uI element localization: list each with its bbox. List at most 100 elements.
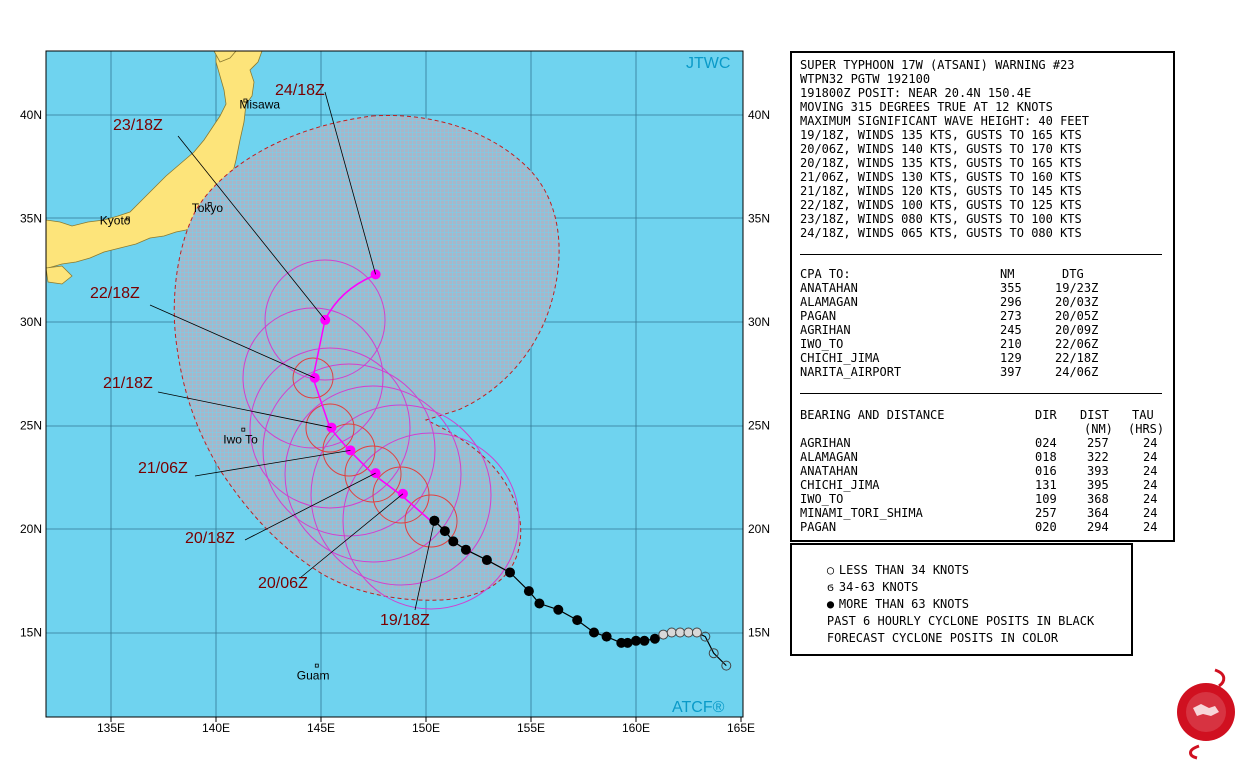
bearing-row: PAGAN 020 294 24 <box>800 520 1170 534</box>
past-posit-storm <box>666 627 677 638</box>
jtwc-label: JTWC <box>686 55 730 72</box>
bearing-cell-place: IWO_TO <box>800 492 844 506</box>
past-posit-typhoon <box>553 604 564 615</box>
place-labels: Misawa Tokyo Kyoto Iwo To Guam <box>100 98 330 683</box>
cpa-cell-dtg: 19/23Z <box>1055 281 1099 295</box>
cpa-cell-dtg: 22/18Z <box>1055 351 1099 365</box>
open-circle-icon: ○ <box>826 563 835 577</box>
map-frame <box>45 50 744 718</box>
forecast-time-label: 21/06Z <box>138 460 188 477</box>
place-marker <box>125 216 130 221</box>
latitude-ticks: 40N 40N 35N 35N 30N 30N 25N 25N 20N 20N 15N 15N <box>20 108 770 640</box>
lon-tick-label: 155E <box>517 721 545 735</box>
bearing-cell-dist: 294 <box>1087 520 1109 534</box>
bearing-cell-dist: 368 <box>1087 492 1109 506</box>
cpa-header-row: CPA TO: NM DTG <box>800 267 1170 281</box>
bearing-cell-dist: 395 <box>1087 478 1109 492</box>
legend-text-forecast: FORECAST CYCLONE POSITS IN COLOR <box>826 631 1059 645</box>
place-label: Kyoto <box>100 214 131 228</box>
bearing-cell-dir: 020 <box>1035 520 1057 534</box>
warning-line: 20/06Z, WINDS 140 KTS, GUSTS TO 170 KTS <box>800 142 1082 156</box>
label-leader-line <box>324 91 376 275</box>
lat-tick-label-left: 15N <box>20 626 42 640</box>
cpa-cell-nm: 296 <box>1000 295 1022 309</box>
bearing-cell-dist: 393 <box>1087 464 1109 478</box>
legend-text-gt63: MORE THAN 63 KNOTS <box>838 597 969 611</box>
past-posit-typhoon <box>572 615 583 626</box>
tropical-storm-icon: ϭ <box>826 580 835 594</box>
warning-line: MAXIMUM SIGNIFICANT WAVE HEIGHT: 40 FEET <box>800 114 1089 128</box>
legend-row-forecast: FORECAST CYCLONE POSITS IN COLOR <box>798 617 1058 645</box>
bearing-cell-place: CHICHI_JIMA <box>800 478 880 492</box>
bearing-header-row: BEARING AND DISTANCE DIR DIST TAU <box>800 408 1170 422</box>
jtwc-seal-logo <box>1177 668 1235 760</box>
past-posit-typhoon <box>481 555 492 566</box>
bearing-cell-dir: 131 <box>1035 478 1057 492</box>
bearing-cell-place: ANATAHAN <box>800 464 858 478</box>
bearing-sub-tau: (HRS) <box>1128 422 1165 436</box>
forecast-time-label: 20/06Z <box>258 575 308 592</box>
past-posit-depression <box>721 660 732 671</box>
bearing-cell-dir: 018 <box>1035 450 1057 464</box>
label-leader-line <box>157 391 332 428</box>
cpa-col-dtg: DTG <box>1062 267 1084 281</box>
past-posit-storm <box>691 627 702 638</box>
cpa-cell-nm: 273 <box>1000 309 1022 323</box>
warning-line: 22/18Z, WINDS 100 KTS, GUSTS TO 125 KTS <box>800 198 1082 212</box>
cpa-row: IWO_TO 210 22/06Z <box>800 337 1170 351</box>
warning-line: MOVING 315 DEGREES TRUE AT 12 KNOTS <box>800 100 1053 114</box>
lon-tick-label: 140E <box>202 721 230 735</box>
lon-tick-label: 150E <box>412 721 440 735</box>
bearing-col-dir: DIR <box>1035 408 1057 422</box>
label-leader-line <box>299 493 404 579</box>
bearing-cell-dist: 257 <box>1087 436 1109 450</box>
cpa-cell-nm: 129 <box>1000 351 1022 365</box>
cpa-cell-place: NARITA_AIRPORT <box>800 365 902 379</box>
atcf-label: ATCF® <box>672 699 725 716</box>
past-posit-typhoon <box>639 635 650 646</box>
past-posit-typhoon <box>439 526 450 537</box>
past-posit-typhoon <box>534 598 545 609</box>
bearing-cell-tau: 24 <box>1143 492 1158 506</box>
label-leader-line <box>414 520 435 611</box>
cpa-cell-place: ALAMAGAN <box>800 295 858 309</box>
place-marker <box>241 427 246 432</box>
past-posit-typhoon <box>622 637 633 648</box>
longitude-ticks: 135E 140E 145E 150E 155E 160E 165E <box>97 717 755 735</box>
bearing-cell-dir: 024 <box>1035 436 1057 450</box>
lat-tick-label-left: 40N <box>20 108 42 122</box>
cpa-row: ALAMAGAN 296 20/03Z <box>800 295 1170 309</box>
warning-line: 24/18Z, WINDS 065 KTS, GUSTS TO 080 KTS <box>800 226 1082 240</box>
lat-tick-label-right: 15N <box>748 626 770 640</box>
legend-row-gt63: ● MORE THAN 63 KNOTS <box>798 583 969 611</box>
warning-line: 19/18Z, WINDS 135 KTS, GUSTS TO 165 KTS <box>800 128 1082 142</box>
bearing-cell-place: PAGAN <box>800 520 837 534</box>
legend-text-lt34: LESS THAN 34 KNOTS <box>838 563 969 577</box>
bearing-col-dist: DIST <box>1080 408 1109 422</box>
lat-tick-label-left: 25N <box>20 419 42 433</box>
bearing-cell-tau: 24 <box>1143 478 1158 492</box>
cpa-cell-dtg: 24/06Z <box>1055 365 1099 379</box>
legend-text-34-63: 34-63 KNOTS <box>838 580 919 594</box>
legend-row-34-63: ϭ 34-63 KNOTS <box>798 566 918 594</box>
lat-tick-label-right: 20N <box>748 522 770 536</box>
past-posit-typhoon <box>505 567 515 578</box>
bearing-title: BEARING AND DISTANCE <box>800 408 945 422</box>
forecast-time-label: 19/18Z <box>380 612 430 629</box>
bearing-row: MINAMI_TORI_SHIMA 257 364 24 <box>800 506 1170 520</box>
past-posit-typhoon <box>460 544 471 555</box>
place-label: Guam <box>297 669 330 683</box>
warning-line: 23/18Z, WINDS 080 KTS, GUSTS TO 100 KTS <box>800 212 1082 226</box>
cpa-cell-dtg: 20/05Z <box>1055 309 1099 323</box>
past-posit-storm <box>675 627 686 638</box>
past-posit-typhoon <box>649 633 660 644</box>
lon-tick-label: 145E <box>307 721 335 735</box>
legend-text-past: PAST 6 HOURLY CYCLONE POSITS IN BLACK <box>826 614 1095 628</box>
past-posit-typhoon <box>589 627 599 638</box>
bearing-row: IWO_TO 109 368 24 <box>800 492 1170 506</box>
cpa-cell-dtg: 20/03Z <box>1055 295 1099 309</box>
forecast-time-label: 23/18Z <box>113 117 163 134</box>
bearing-cell-dir: 257 <box>1035 506 1057 520</box>
bearing-row: AGRIHAN 024 257 24 <box>800 436 1170 450</box>
past-track-points <box>429 515 732 671</box>
